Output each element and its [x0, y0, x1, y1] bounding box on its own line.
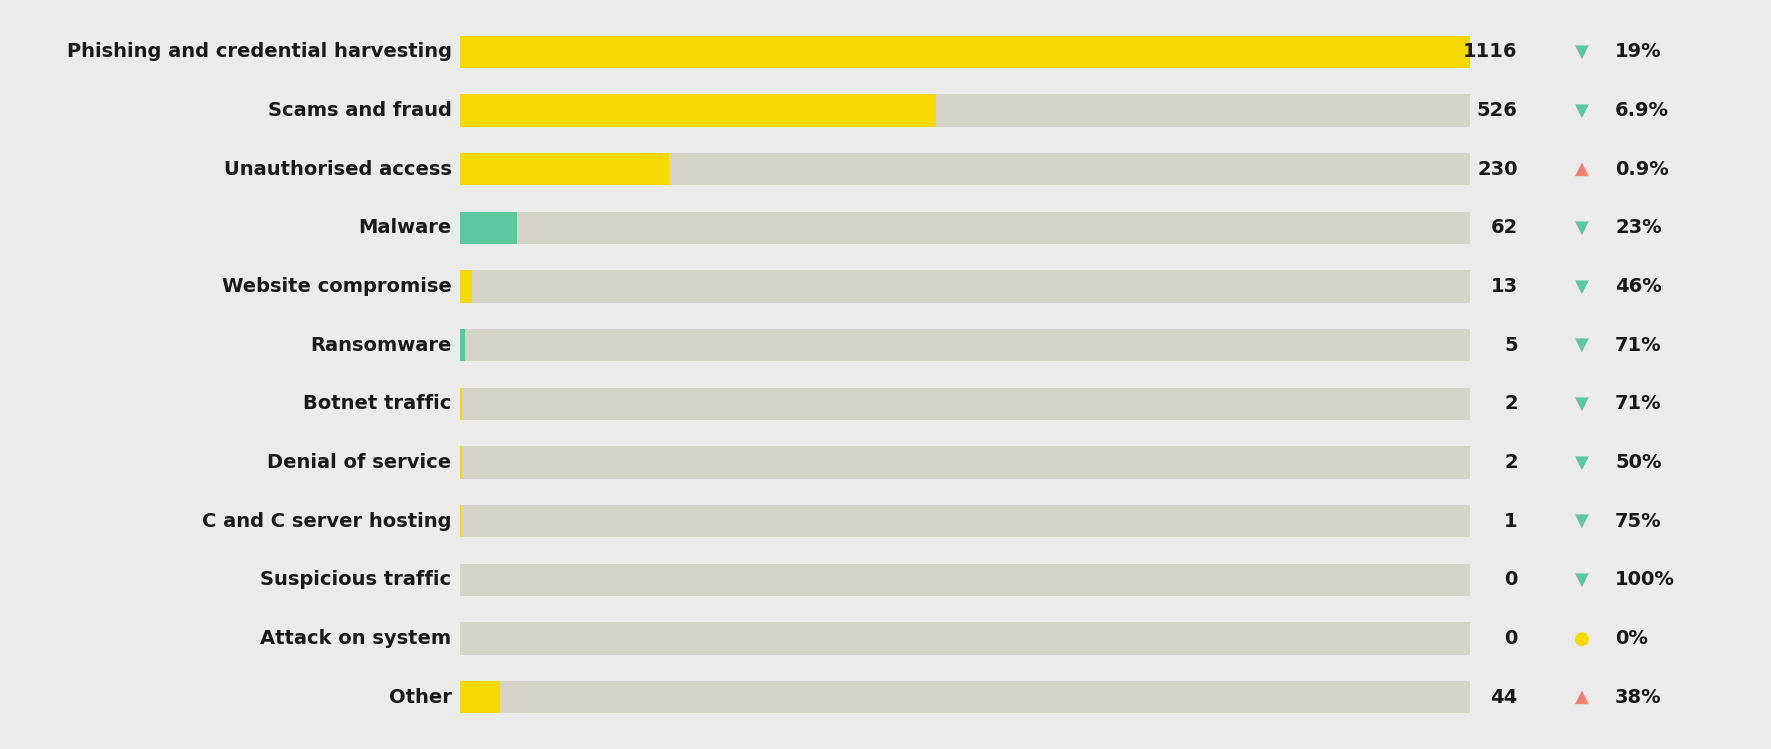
Text: 100%: 100% [1615, 570, 1675, 589]
Bar [460, 622, 1470, 655]
Text: 50%: 50% [1615, 453, 1661, 472]
Bar [460, 329, 1470, 361]
Text: Scams and fraud: Scams and fraud [267, 101, 452, 120]
Text: ▲: ▲ [1574, 160, 1589, 178]
Text: 23%: 23% [1615, 218, 1661, 237]
Bar [460, 681, 499, 713]
Bar [460, 153, 668, 185]
Text: ▼: ▼ [1574, 512, 1589, 530]
Text: 2: 2 [1504, 453, 1518, 472]
Bar [460, 388, 462, 420]
Text: Suspicious traffic: Suspicious traffic [260, 570, 452, 589]
Text: ▼: ▼ [1574, 453, 1589, 472]
Text: 6.9%: 6.9% [1615, 101, 1668, 120]
Text: ▼: ▼ [1574, 277, 1589, 296]
Text: Other: Other [388, 688, 452, 707]
Text: 71%: 71% [1615, 336, 1661, 355]
Text: ▲: ▲ [1574, 688, 1589, 706]
Text: 1: 1 [1504, 512, 1518, 531]
Text: 71%: 71% [1615, 394, 1661, 413]
Bar [460, 94, 937, 127]
Text: ▼: ▼ [1574, 43, 1589, 61]
Bar [460, 270, 473, 303]
Text: 1116: 1116 [1463, 42, 1518, 61]
Bar [460, 270, 1470, 303]
Text: Denial of service: Denial of service [267, 453, 452, 472]
Bar [460, 446, 462, 479]
Text: Botnet traffic: Botnet traffic [303, 394, 452, 413]
Text: ●: ● [1574, 629, 1589, 648]
Bar [460, 564, 1470, 596]
Bar [460, 212, 1470, 244]
Text: 38%: 38% [1615, 688, 1661, 707]
Bar [460, 388, 1470, 420]
Text: 13: 13 [1491, 277, 1518, 296]
Text: ▼: ▼ [1574, 395, 1589, 413]
Bar [460, 36, 1470, 68]
Bar [460, 153, 1470, 185]
Text: 2: 2 [1504, 394, 1518, 413]
Bar [460, 446, 1470, 479]
Text: 0.9%: 0.9% [1615, 160, 1668, 179]
Text: 46%: 46% [1615, 277, 1661, 296]
Text: ▼: ▼ [1574, 219, 1589, 237]
Bar [460, 212, 517, 244]
Text: ▼: ▼ [1574, 336, 1589, 354]
Bar [460, 329, 466, 361]
Text: 230: 230 [1477, 160, 1518, 179]
Text: 0: 0 [1504, 629, 1518, 648]
Text: Attack on system: Attack on system [260, 629, 452, 648]
Text: 62: 62 [1491, 218, 1518, 237]
Bar [460, 36, 1470, 68]
Text: 526: 526 [1477, 101, 1518, 120]
Bar [460, 681, 1470, 713]
Text: Malware: Malware [358, 218, 452, 237]
Text: Phishing and credential harvesting: Phishing and credential harvesting [67, 42, 452, 61]
Text: C and C server hosting: C and C server hosting [202, 512, 452, 531]
Text: ▼: ▼ [1574, 571, 1589, 589]
Text: ▼: ▼ [1574, 101, 1589, 120]
Text: 0%: 0% [1615, 629, 1649, 648]
Bar [460, 94, 1470, 127]
Text: 5: 5 [1504, 336, 1518, 355]
Text: Unauthorised access: Unauthorised access [223, 160, 452, 179]
Text: 44: 44 [1491, 688, 1518, 707]
Text: Website compromise: Website compromise [221, 277, 452, 296]
Text: 75%: 75% [1615, 512, 1661, 531]
Bar [460, 505, 1470, 537]
Text: 19%: 19% [1615, 42, 1661, 61]
Text: 0: 0 [1504, 570, 1518, 589]
Text: Ransomware: Ransomware [310, 336, 452, 355]
